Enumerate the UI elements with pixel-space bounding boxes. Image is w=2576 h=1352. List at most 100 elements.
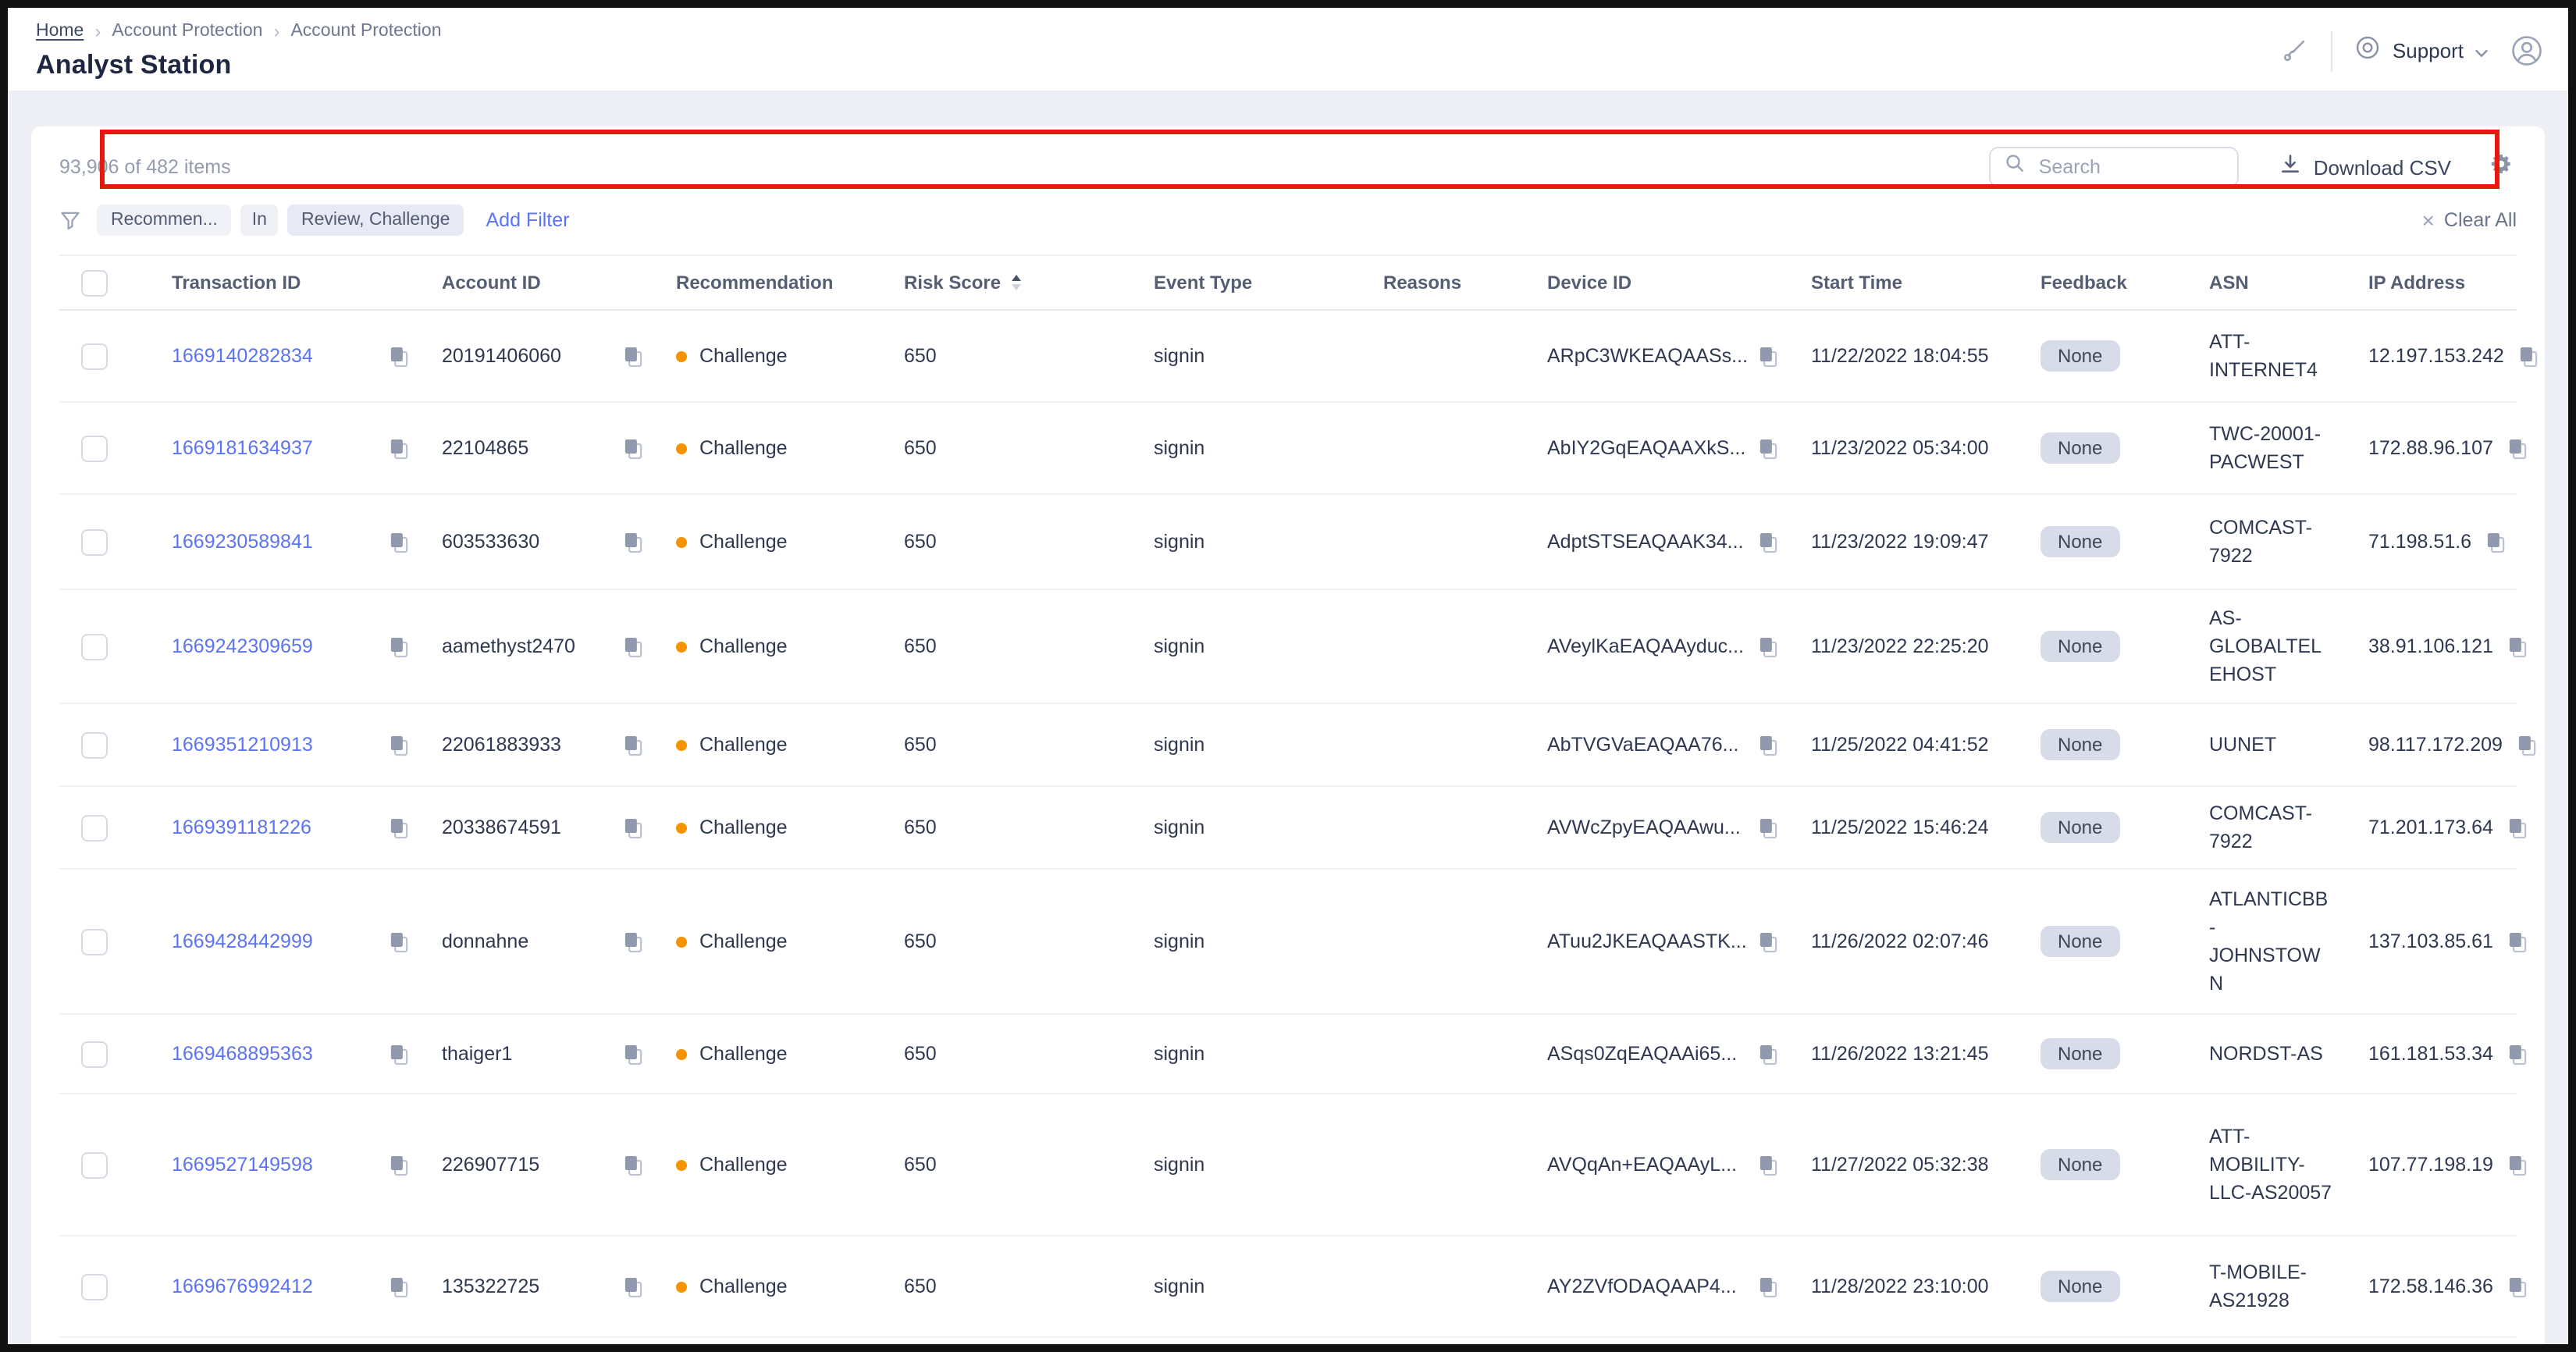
copy-icon[interactable] [387, 1042, 411, 1066]
transaction-id-link[interactable]: 1669242309659 [172, 635, 313, 657]
column-header-account-id[interactable]: Account ID [442, 272, 541, 294]
breadcrumb-account-protection[interactable]: Account Protection [112, 22, 263, 41]
copy-icon[interactable] [1756, 530, 1780, 553]
copy-icon[interactable] [2506, 436, 2529, 460]
row-checkbox[interactable] [81, 1273, 108, 1300]
filter-value-chip[interactable]: Review, Challenge [286, 205, 464, 236]
row-checkbox[interactable] [81, 1151, 108, 1178]
copy-icon[interactable] [2515, 733, 2539, 756]
breadcrumb-account-protection-2[interactable]: Account Protection [290, 22, 442, 41]
breadcrumb-home[interactable]: Home [36, 22, 84, 41]
feedback-badge: None [2041, 1271, 2120, 1302]
row-checkbox[interactable] [81, 435, 108, 461]
avatar-icon[interactable] [2510, 34, 2543, 67]
transaction-id-link[interactable]: 1669230589841 [172, 531, 313, 553]
row-checkbox[interactable] [81, 814, 108, 841]
column-header-device-id[interactable]: Device ID [1547, 272, 1632, 294]
clear-all-button[interactable]: × Clear All [2422, 209, 2517, 231]
copy-icon[interactable] [1756, 816, 1780, 839]
transaction-id-link[interactable]: 1669351210913 [172, 734, 313, 756]
copy-icon[interactable] [621, 530, 645, 553]
filter-operator-chip[interactable]: In [240, 205, 278, 236]
transaction-id-link[interactable]: 1669527149598 [172, 1154, 313, 1176]
column-header-transaction-id[interactable]: Transaction ID [172, 272, 301, 294]
asn-cell: UUNET [2187, 704, 2347, 785]
column-header-risk-score[interactable]: Risk Score [882, 256, 1132, 309]
event-type-cell: signin [1132, 787, 1361, 868]
copy-icon[interactable] [387, 930, 411, 953]
copy-icon[interactable] [387, 1275, 411, 1298]
column-header-feedback[interactable]: Feedback [2041, 272, 2127, 294]
row-checkbox[interactable] [81, 633, 108, 660]
column-header-ip-address[interactable]: IP Address [2368, 272, 2466, 294]
transaction-id-link[interactable]: 1669428442999 [172, 930, 313, 952]
copy-icon[interactable] [1756, 733, 1780, 756]
risk-score-cell: 650 [882, 1015, 1132, 1093]
copy-icon[interactable] [2506, 635, 2529, 658]
feedback-cell: None [2019, 1015, 2187, 1093]
start-time-value: 11/26/2022 13:21:45 [1811, 1043, 1989, 1065]
copy-icon[interactable] [1756, 436, 1780, 460]
copy-icon[interactable] [621, 1275, 645, 1298]
row-checkbox[interactable] [81, 343, 108, 369]
copy-icon[interactable] [2506, 1153, 2529, 1176]
copy-icon[interactable] [621, 1042, 645, 1066]
column-header-recommendation[interactable]: Recommendation [676, 272, 834, 294]
account-id-value: aamethyst2470 [442, 635, 575, 657]
copy-icon[interactable] [1756, 930, 1780, 953]
copy-icon[interactable] [1756, 1153, 1780, 1176]
copy-icon[interactable] [2506, 1042, 2529, 1066]
ip-address-cell: 161.181.53.34 [2347, 1015, 2529, 1093]
column-header-event-type[interactable]: Event Type [1154, 272, 1253, 294]
transaction-id-link[interactable]: 1669140282834 [172, 345, 313, 367]
copy-icon[interactable] [621, 816, 645, 839]
column-header-reasons[interactable]: Reasons [1383, 272, 1462, 294]
filter-field-chip[interactable]: Recommen... [97, 205, 232, 236]
download-csv-button[interactable]: Download CSV [2279, 152, 2451, 182]
gear-icon[interactable] [2489, 151, 2514, 183]
search-input[interactable] [2035, 155, 2223, 180]
support-menu[interactable]: Support [2355, 34, 2489, 68]
row-checkbox[interactable] [81, 1041, 108, 1067]
copy-icon[interactable] [1756, 1275, 1780, 1298]
copy-icon[interactable] [621, 344, 645, 368]
device-id-cell: AbIY2GqEAQAAXkS... [1525, 403, 1789, 493]
copy-icon[interactable] [621, 733, 645, 756]
copy-icon[interactable] [387, 530, 411, 553]
copy-icon[interactable] [387, 344, 411, 368]
copy-icon[interactable] [1756, 344, 1780, 368]
copy-icon[interactable] [621, 1153, 645, 1176]
copy-icon[interactable] [1756, 1042, 1780, 1066]
copy-icon[interactable] [2506, 816, 2529, 839]
copy-icon[interactable] [1756, 635, 1780, 658]
copy-icon[interactable] [387, 1153, 411, 1176]
transaction-id-cell: 1669140282834 [150, 311, 420, 401]
copy-icon[interactable] [2484, 530, 2507, 553]
recommendation-cell: Challenge [654, 870, 882, 1013]
column-header-asn[interactable]: ASN [2209, 272, 2249, 294]
transaction-id-link[interactable]: 1669676992412 [172, 1276, 313, 1297]
add-filter-button[interactable]: Add Filter [486, 209, 570, 231]
copy-icon[interactable] [2506, 1275, 2529, 1298]
transaction-id-link[interactable]: 1669468895363 [172, 1043, 313, 1065]
brush-icon[interactable] [2280, 36, 2310, 66]
copy-icon[interactable] [387, 635, 411, 658]
ip-address-value: 71.201.173.64 [2368, 817, 2493, 838]
row-checkbox[interactable] [81, 731, 108, 758]
copy-icon[interactable] [621, 930, 645, 953]
copy-icon[interactable] [2506, 930, 2529, 953]
row-checkbox[interactable] [81, 528, 108, 555]
row-checkbox[interactable] [81, 928, 108, 955]
select-all-checkbox[interactable] [81, 269, 108, 296]
copy-icon[interactable] [621, 635, 645, 658]
copy-icon[interactable] [387, 816, 411, 839]
copy-icon[interactable] [387, 733, 411, 756]
transaction-id-link[interactable]: 1669181634937 [172, 437, 313, 459]
copy-icon[interactable] [387, 436, 411, 460]
copy-icon[interactable] [621, 436, 645, 460]
account-id-value: donnahne [442, 930, 529, 952]
transaction-id-link[interactable]: 1669391181226 [172, 817, 311, 838]
copy-icon[interactable] [2517, 344, 2540, 368]
column-header-start-time[interactable]: Start Time [1811, 272, 1902, 294]
ip-address-cell: 107.77.198.19 [2347, 1094, 2529, 1235]
